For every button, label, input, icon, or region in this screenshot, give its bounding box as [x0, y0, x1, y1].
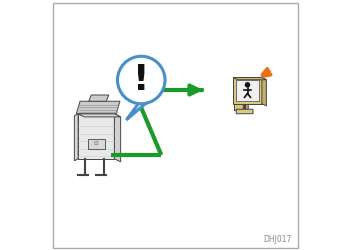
FancyBboxPatch shape [233, 78, 262, 104]
Text: DHJ017: DHJ017 [263, 236, 291, 244]
Text: ⊟: ⊟ [94, 141, 99, 146]
FancyBboxPatch shape [234, 78, 243, 110]
Polygon shape [262, 78, 266, 106]
Text: !: ! [133, 62, 149, 96]
Polygon shape [234, 78, 248, 80]
Polygon shape [76, 101, 120, 114]
FancyBboxPatch shape [78, 114, 114, 159]
Circle shape [118, 56, 165, 104]
Polygon shape [78, 114, 121, 117]
Circle shape [245, 82, 250, 87]
Polygon shape [114, 114, 121, 162]
Polygon shape [243, 78, 248, 112]
FancyBboxPatch shape [236, 80, 259, 101]
FancyBboxPatch shape [88, 139, 105, 149]
Polygon shape [233, 78, 266, 80]
Polygon shape [126, 101, 149, 120]
Polygon shape [89, 95, 109, 101]
FancyBboxPatch shape [52, 2, 298, 248]
Polygon shape [74, 114, 78, 161]
FancyBboxPatch shape [236, 109, 253, 114]
